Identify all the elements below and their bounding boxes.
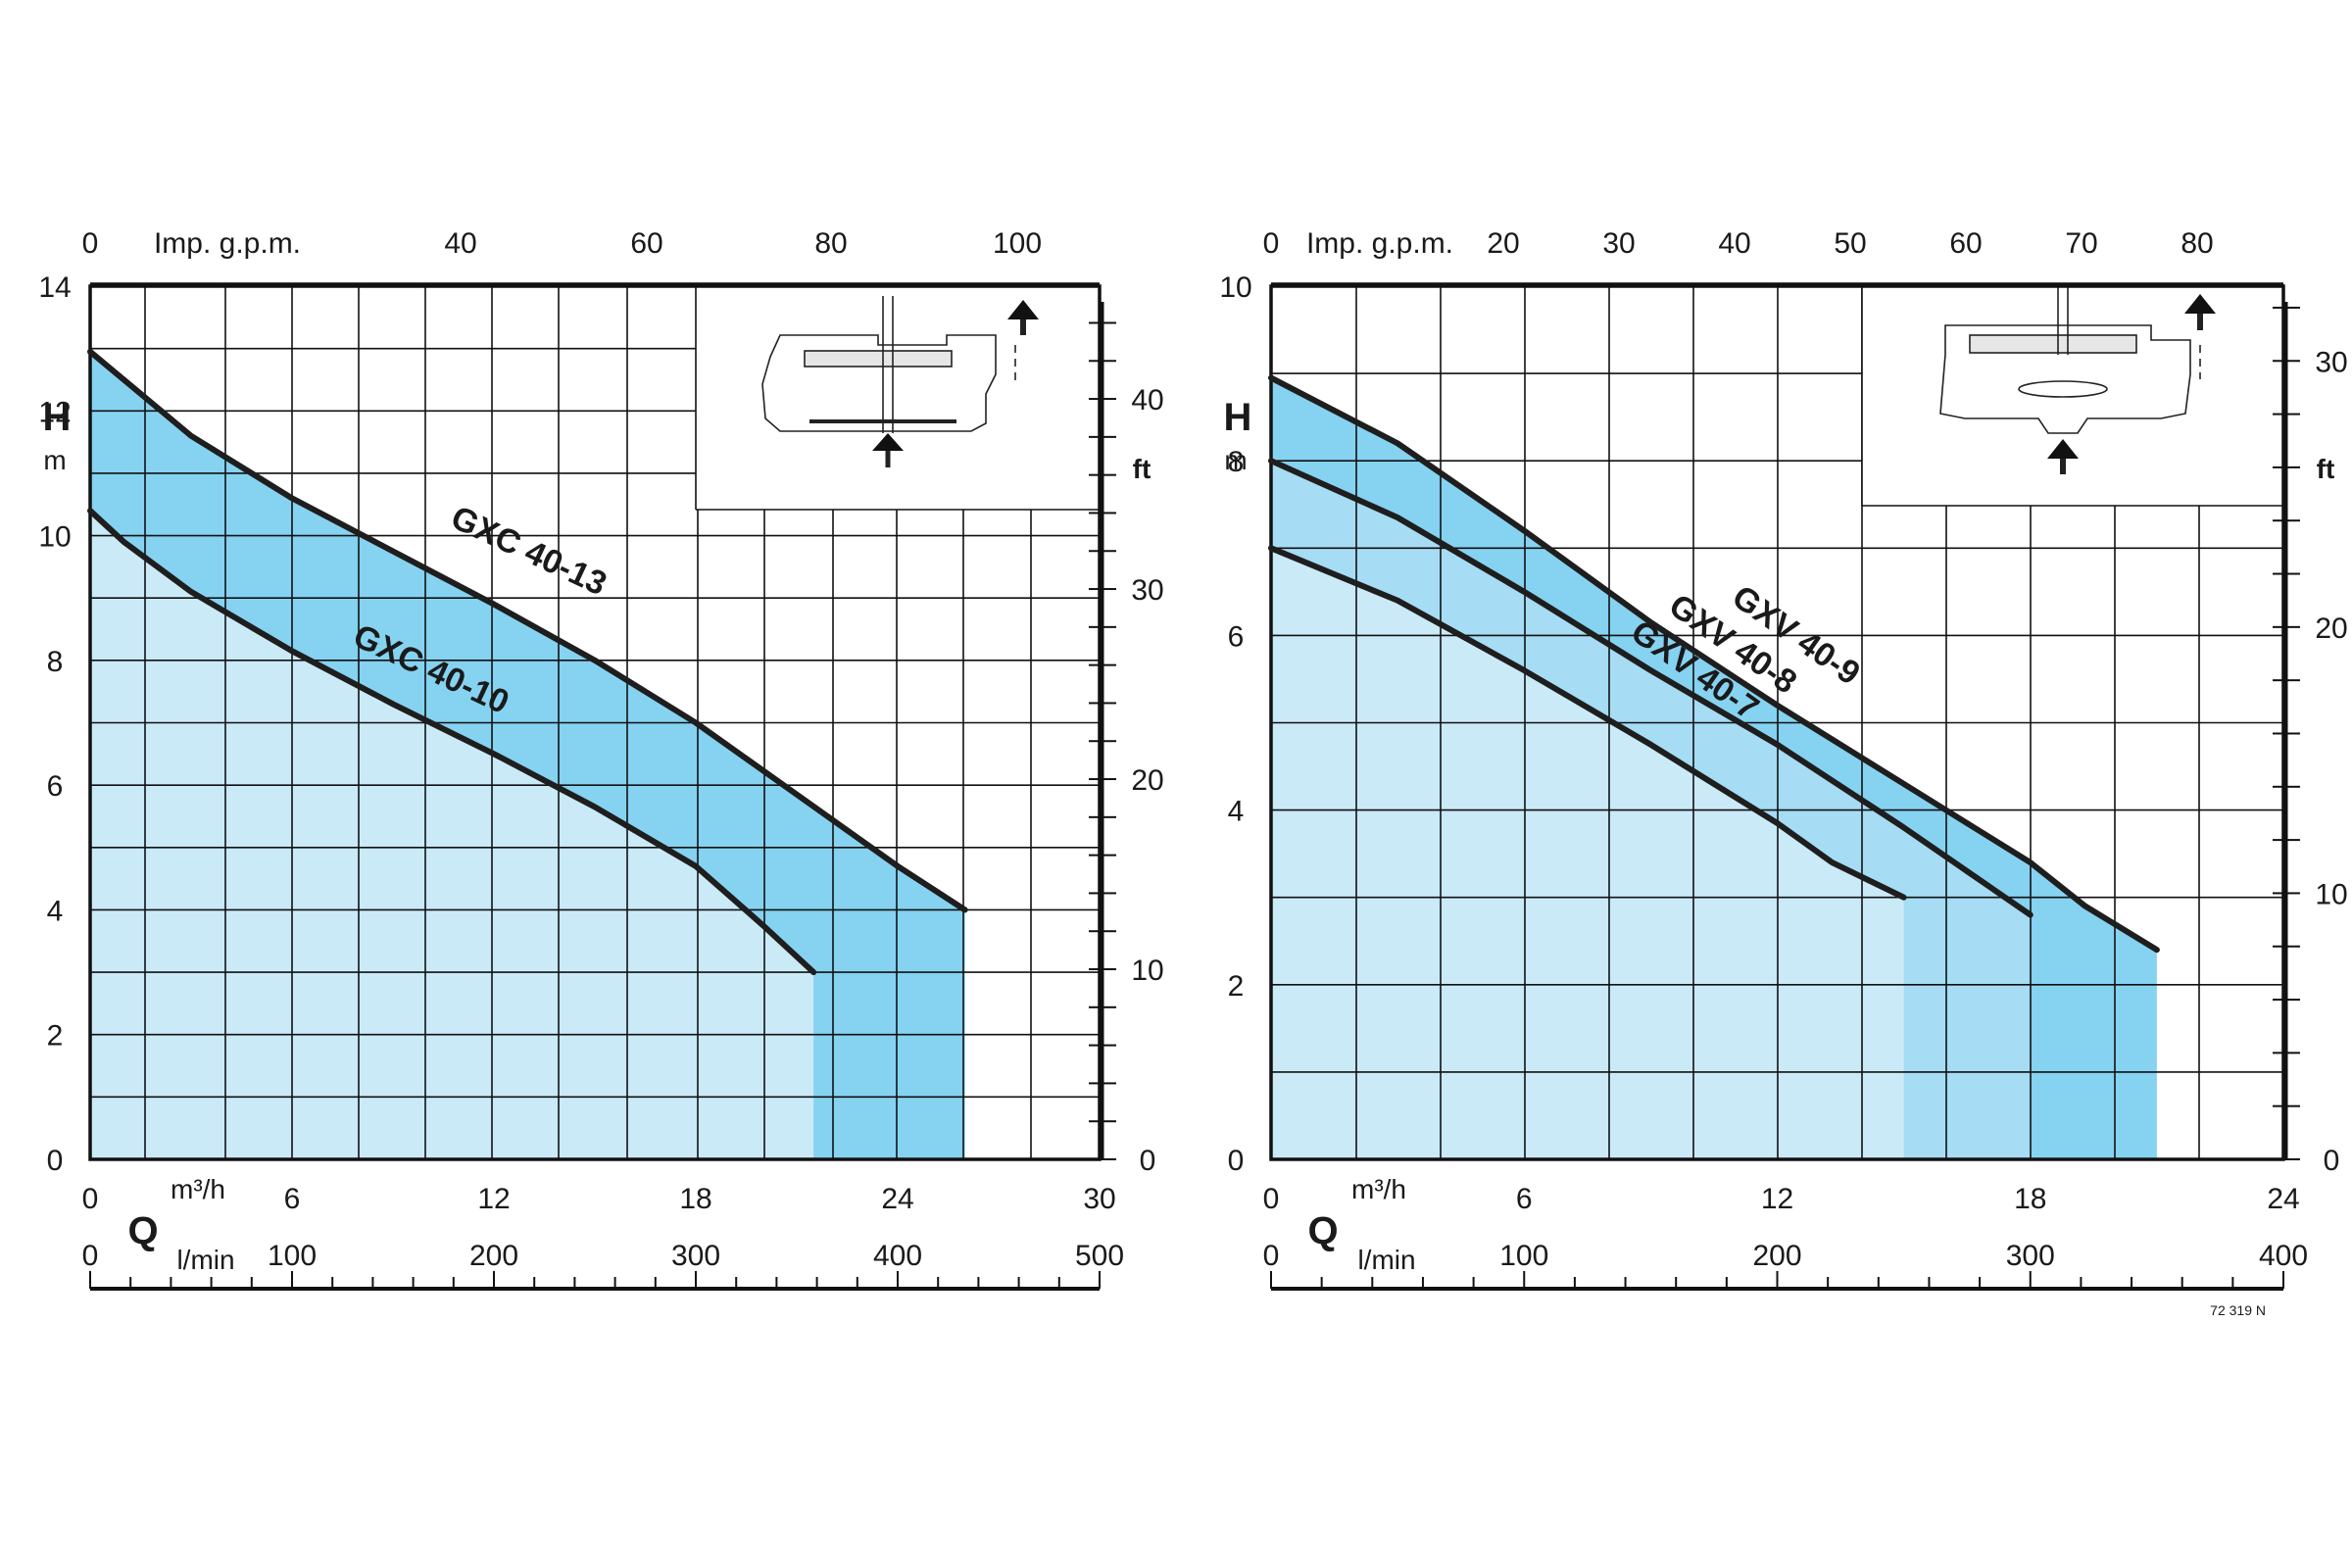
- ft-axis-unit: ft: [1133, 454, 1152, 484]
- x-tick-label: 12: [477, 1183, 510, 1215]
- y-tick-label: 8: [1228, 446, 1245, 478]
- x-tick-label: 18: [2014, 1183, 2046, 1215]
- plot-frame: [88, 284, 1102, 1161]
- x-tick-label: 24: [881, 1183, 913, 1215]
- y-tick-label: 6: [1228, 620, 1245, 653]
- inlet-arrow-icon: [2047, 439, 2079, 459]
- series-line: [1268, 458, 2034, 918]
- pump-diagram: [761, 296, 1039, 467]
- y-tick-label: 10: [1219, 271, 1251, 304]
- gpm-tick-label: 50: [1834, 227, 1866, 260]
- volute: [2018, 380, 2108, 398]
- gpm-axis-label: Imp. g.p.m.: [1306, 227, 1453, 260]
- lmin-tick-label: 0: [82, 1240, 99, 1272]
- outlet-arrow-icon: [1007, 300, 1039, 319]
- x-tick-label: 0: [1263, 1183, 1280, 1215]
- y-tick-label: 14: [38, 271, 71, 304]
- ft-tick-label: 30: [2315, 346, 2347, 378]
- series-label: GXC 40-13: [445, 499, 612, 603]
- y-tick-label: 8: [47, 646, 64, 678]
- y-tick-label: 4: [1228, 796, 1245, 828]
- x-axis-letter: Q: [1307, 1209, 1338, 1252]
- y-tick-label: 12: [38, 396, 71, 428]
- gpm-tick-label: 80: [814, 227, 847, 260]
- lmin-tick-label: 500: [1075, 1240, 1124, 1272]
- gpm-tick-label: 60: [1949, 227, 1982, 260]
- y-axis-unit: m: [43, 445, 66, 475]
- ft-tick-label: 30: [1131, 574, 1163, 607]
- gpm-tick-label: 0: [82, 227, 99, 260]
- y-axis-unit: m: [1224, 445, 1247, 475]
- gpm-tick-label: 100: [993, 227, 1042, 260]
- pump-body: [761, 334, 997, 432]
- ft-tick-label: 20: [2315, 612, 2347, 645]
- outlet-arrow-icon: [2184, 294, 2216, 314]
- gpm-tick-label: 40: [1718, 227, 1750, 260]
- lmin-tick-label: 400: [873, 1240, 922, 1272]
- inlet-arrow-icon: [872, 433, 904, 451]
- area-band: [90, 511, 814, 1159]
- y-tick-label: 0: [47, 1145, 64, 1177]
- y-tick-label: 10: [38, 521, 71, 554]
- y-axis-letter: H: [1224, 396, 1252, 439]
- gpm-tick-label: 70: [2065, 227, 2097, 260]
- inset-background: [696, 286, 1100, 510]
- ft-tick-label: 0: [1140, 1145, 1156, 1177]
- ft-tick-label: 20: [1131, 764, 1163, 797]
- area-band: [1271, 548, 1904, 1159]
- gpm-tick-label: 60: [630, 227, 662, 260]
- gpm-tick-label: 80: [2180, 227, 2213, 260]
- gpm-tick-label: 20: [1487, 227, 1519, 260]
- plot-frame: [1269, 284, 2285, 1161]
- inset-background: [1862, 286, 2283, 506]
- lmin-tick-label: 100: [1499, 1240, 1548, 1272]
- x-tick-label: 12: [1761, 1183, 1793, 1215]
- impeller: [804, 350, 953, 368]
- lmin-tick-label: 200: [469, 1240, 518, 1272]
- gpm-tick-label: 30: [1602, 227, 1635, 260]
- x-tick-label: 6: [1516, 1183, 1533, 1215]
- gpm-tick-label: 40: [444, 227, 476, 260]
- lmin-axis-unit: l/min: [1357, 1245, 1415, 1275]
- lmin-tick-label: 100: [268, 1240, 317, 1272]
- x-tick-label: 30: [1083, 1183, 1115, 1215]
- y-tick-label: 4: [47, 895, 64, 927]
- x-tick-label: 0: [82, 1183, 99, 1215]
- gpm-axis-label: Imp. g.p.m.: [154, 227, 301, 260]
- x-tick-label: 24: [2267, 1183, 2299, 1215]
- lmin-tick-label: 300: [671, 1240, 720, 1272]
- lmin-tick-label: 200: [1752, 1240, 1801, 1272]
- lmin-axis-unit: l/min: [176, 1245, 234, 1275]
- y-tick-label: 0: [1228, 1145, 1245, 1177]
- ft-tick-label: 10: [1131, 955, 1163, 987]
- lmin-tick-label: 0: [1263, 1240, 1280, 1272]
- ft-axis-unit: ft: [2317, 454, 2335, 484]
- x-axis-unit: m³/h: [171, 1174, 225, 1204]
- ft-tick-label: 10: [2315, 878, 2347, 910]
- gpm-tick-label: 0: [1263, 227, 1280, 260]
- y-tick-label: 2: [47, 1020, 64, 1053]
- ft-tick-label: 0: [2324, 1145, 2340, 1177]
- x-tick-label: 18: [679, 1183, 711, 1215]
- y-tick-label: 6: [47, 770, 64, 803]
- pump-diagram: [1939, 286, 2216, 474]
- impeller: [1969, 334, 2137, 354]
- lmin-tick-label: 300: [2006, 1240, 2055, 1272]
- pump-body: [1939, 324, 2191, 434]
- x-axis-unit: m³/h: [1351, 1174, 1406, 1204]
- ft-tick-label: 40: [1131, 384, 1163, 416]
- series-line: [87, 508, 817, 976]
- lmin-tick-label: 400: [2259, 1240, 2308, 1272]
- x-tick-label: 6: [284, 1183, 301, 1215]
- x-axis-letter: Q: [127, 1209, 158, 1252]
- y-tick-label: 2: [1228, 970, 1245, 1003]
- figure-code: 72 319 N: [2210, 1302, 2266, 1318]
- y-axis-letter: H: [43, 396, 72, 439]
